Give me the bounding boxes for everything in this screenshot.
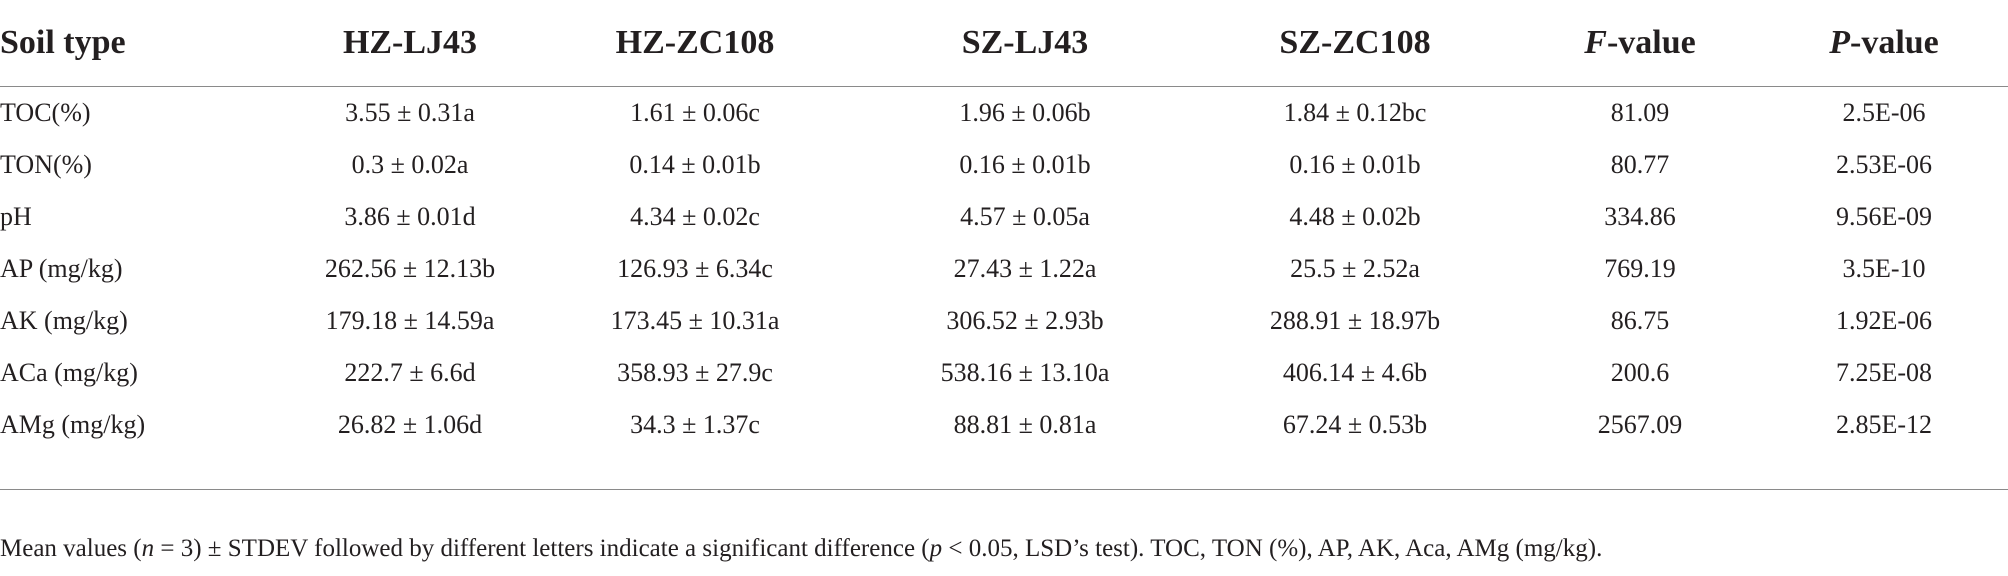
cell-sz-zc108: 25.5 ± 2.52a bbox=[1290, 254, 1420, 283]
table-row: AMg (mg/kg) 26.82 ± 1.06d 34.3 ± 1.37c 8… bbox=[0, 399, 2008, 451]
footnote-part3: < 0.05, LSD’s test). TOC, TON (%), AP, A… bbox=[942, 535, 1603, 562]
cell-hz-lj43: 26.82 ± 1.06d bbox=[337, 410, 483, 439]
table-bottom-rule-row bbox=[0, 451, 2008, 490]
cell-p-value: 2.53E-06 bbox=[1835, 150, 1933, 179]
header-f-italic: F bbox=[1584, 24, 1607, 61]
header-p-italic: P bbox=[1829, 24, 1850, 61]
header-p-value: P-value bbox=[1760, 0, 2008, 87]
table-row: AP (mg/kg) 262.56 ± 12.13b 126.93 ± 6.34… bbox=[0, 243, 2008, 295]
cell-sz-lj43: 4.57 ± 0.05a bbox=[960, 202, 1090, 231]
cell-hz-zc108: 4.34 ± 0.02c bbox=[630, 202, 760, 231]
cell-sz-zc108: 1.84 ± 0.12bc bbox=[1283, 98, 1427, 127]
row-label: ACa (mg/kg) bbox=[0, 358, 138, 387]
table-bottom-rule bbox=[0, 451, 2008, 490]
cell-hz-zc108: 34.3 ± 1.37c bbox=[630, 410, 760, 439]
cell-sz-zc108: 0.16 ± 0.01b bbox=[1289, 150, 1421, 179]
cell-p-value: 1.92E-06 bbox=[1835, 306, 1933, 335]
table-header-row: Soil type HZ-LJ43 HZ-ZC108 SZ-LJ43 SZ-ZC… bbox=[0, 0, 2008, 87]
footnote-part2: = 3) ± STDEV followed by different lette… bbox=[154, 535, 930, 562]
row-label: TOC(%) bbox=[0, 98, 91, 127]
cell-hz-zc108: 1.61 ± 0.06c bbox=[630, 98, 760, 127]
table-body: TOC(%) 3.55 ± 0.31a 1.61 ± 0.06c 1.96 ± … bbox=[0, 87, 2008, 490]
cell-hz-lj43: 222.7 ± 6.6d bbox=[344, 358, 476, 387]
cell-p-value: 7.25E-08 bbox=[1835, 358, 1933, 387]
cell-p-value: 2.85E-12 bbox=[1835, 410, 1933, 439]
cell-hz-lj43: 179.18 ± 14.59a bbox=[325, 306, 495, 335]
row-label: TON(%) bbox=[0, 150, 92, 179]
cell-p-value: 3.5E-10 bbox=[1842, 254, 1926, 283]
cell-hz-lj43: 3.86 ± 0.01d bbox=[344, 202, 476, 231]
footnote-part1: Mean values ( bbox=[0, 535, 142, 562]
cell-hz-zc108: 126.93 ± 6.34c bbox=[617, 254, 773, 283]
cell-hz-lj43: 3.55 ± 0.31a bbox=[345, 98, 475, 127]
table-row: TON(%) 0.3 ± 0.02a 0.14 ± 0.01b 0.16 ± 0… bbox=[0, 139, 2008, 191]
cell-sz-zc108: 67.24 ± 0.53b bbox=[1282, 410, 1428, 439]
cell-sz-zc108: 406.14 ± 4.6b bbox=[1282, 358, 1428, 387]
cell-f-value: 81.09 bbox=[1610, 98, 1670, 127]
header-hz-zc108: HZ-ZC108 bbox=[530, 0, 860, 87]
cell-f-value: 334.86 bbox=[1604, 202, 1676, 231]
cell-hz-lj43: 0.3 ± 0.02a bbox=[351, 150, 469, 179]
cell-sz-lj43: 88.81 ± 0.81a bbox=[953, 410, 1097, 439]
cell-p-value: 2.5E-06 bbox=[1842, 98, 1926, 127]
cell-sz-lj43: 27.43 ± 1.22a bbox=[953, 254, 1097, 283]
cell-hz-zc108: 173.45 ± 10.31a bbox=[610, 306, 780, 335]
header-f-value: F-value bbox=[1520, 0, 1760, 87]
table-row: pH 3.86 ± 0.01d 4.34 ± 0.02c 4.57 ± 0.05… bbox=[0, 191, 2008, 243]
cell-sz-lj43: 0.16 ± 0.01b bbox=[959, 150, 1091, 179]
header-sz-lj43: SZ-LJ43 bbox=[860, 0, 1190, 87]
table-row: ACa (mg/kg) 222.7 ± 6.6d 358.93 ± 27.9c … bbox=[0, 347, 2008, 399]
cell-sz-lj43: 538.16 ± 13.10a bbox=[940, 358, 1110, 387]
footnote-n-italic: n bbox=[141, 535, 155, 562]
row-label: pH bbox=[0, 202, 32, 231]
row-label: AK (mg/kg) bbox=[0, 306, 128, 335]
header-sz-zc108: SZ-ZC108 bbox=[1190, 0, 1520, 87]
cell-f-value: 200.6 bbox=[1610, 358, 1670, 387]
row-label: AMg (mg/kg) bbox=[0, 410, 146, 439]
cell-f-value: 769.19 bbox=[1604, 254, 1676, 283]
header-f-rest: -value bbox=[1606, 24, 1696, 61]
cell-f-value: 86.75 bbox=[1610, 306, 1670, 335]
cell-sz-lj43: 1.96 ± 0.06b bbox=[959, 98, 1091, 127]
table-row: AK (mg/kg) 179.18 ± 14.59a 173.45 ± 10.3… bbox=[0, 295, 2008, 347]
cell-sz-zc108: 288.91 ± 18.97b bbox=[1269, 306, 1441, 335]
soil-properties-table-wrapper: Soil type HZ-LJ43 HZ-ZC108 SZ-LJ43 SZ-ZC… bbox=[0, 0, 2008, 490]
cell-hz-zc108: 358.93 ± 27.9c bbox=[617, 358, 773, 387]
header-soil-type: Soil type bbox=[0, 0, 290, 87]
soil-properties-table: Soil type HZ-LJ43 HZ-ZC108 SZ-LJ43 SZ-ZC… bbox=[0, 0, 2008, 490]
cell-f-value: 80.77 bbox=[1610, 150, 1670, 179]
footnote-p-italic: p bbox=[929, 535, 943, 562]
cell-sz-zc108: 4.48 ± 0.02b bbox=[1289, 202, 1421, 231]
cell-f-value: 2567.09 bbox=[1597, 410, 1683, 439]
cell-hz-lj43: 262.56 ± 12.13b bbox=[324, 254, 496, 283]
row-label: AP (mg/kg) bbox=[0, 254, 123, 283]
cell-hz-zc108: 0.14 ± 0.01b bbox=[629, 150, 761, 179]
cell-sz-lj43: 306.52 ± 2.93b bbox=[946, 306, 1104, 335]
header-hz-lj43: HZ-LJ43 bbox=[290, 0, 530, 87]
header-p-rest: -value bbox=[1850, 24, 1939, 61]
table-row: TOC(%) 3.55 ± 0.31a 1.61 ± 0.06c 1.96 ± … bbox=[0, 87, 2008, 140]
cell-p-value: 9.56E-09 bbox=[1835, 202, 1933, 231]
table-footnote: Mean values (n = 3) ± STDEV followed by … bbox=[0, 534, 1602, 564]
